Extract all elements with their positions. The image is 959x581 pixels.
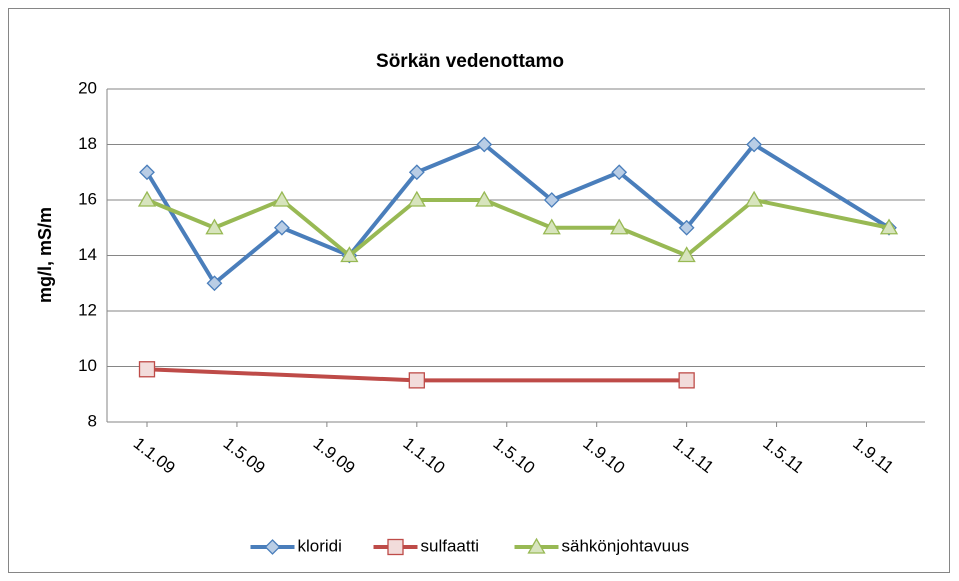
y-tick-label: 18 xyxy=(78,134,97,153)
legend-marker xyxy=(264,539,281,555)
chart-title: Sörkän vedenottamo xyxy=(376,51,564,72)
y-tick-label: 14 xyxy=(78,245,97,264)
y-tick-label: 10 xyxy=(78,356,97,375)
data-point xyxy=(272,190,292,207)
y-axis-label: mg/l, mS/m xyxy=(35,207,55,303)
data-point xyxy=(744,190,764,207)
data-point xyxy=(678,219,695,236)
data-point xyxy=(139,164,155,181)
data-point xyxy=(611,164,628,181)
legend-marker xyxy=(387,538,404,556)
data-point xyxy=(542,218,561,235)
legend-label: sulfaatti xyxy=(421,536,480,555)
data-point xyxy=(340,246,359,263)
y-tick-label: 8 xyxy=(88,411,97,430)
chart-border xyxy=(8,8,950,573)
data-point xyxy=(678,372,695,389)
y-tick-label: 16 xyxy=(78,189,97,208)
data-point xyxy=(408,372,425,389)
data-point xyxy=(273,219,290,236)
data-point xyxy=(408,164,425,181)
data-point xyxy=(476,136,493,153)
data-point xyxy=(475,190,494,207)
data-point xyxy=(137,190,157,207)
y-tick-label: 12 xyxy=(78,300,97,319)
data-point xyxy=(138,361,156,378)
data-point xyxy=(543,192,560,208)
legend-label: sähkönjohtavuus xyxy=(562,536,690,555)
legend-marker xyxy=(527,537,546,554)
y-tick-label: 20 xyxy=(78,78,97,97)
data-point xyxy=(407,190,426,207)
data-point xyxy=(879,218,899,235)
data-point xyxy=(677,246,696,263)
data-point xyxy=(746,136,763,153)
data-point xyxy=(206,275,223,292)
legend-label: kloridi xyxy=(298,536,342,555)
data-point xyxy=(610,218,629,235)
data-point xyxy=(205,218,224,235)
